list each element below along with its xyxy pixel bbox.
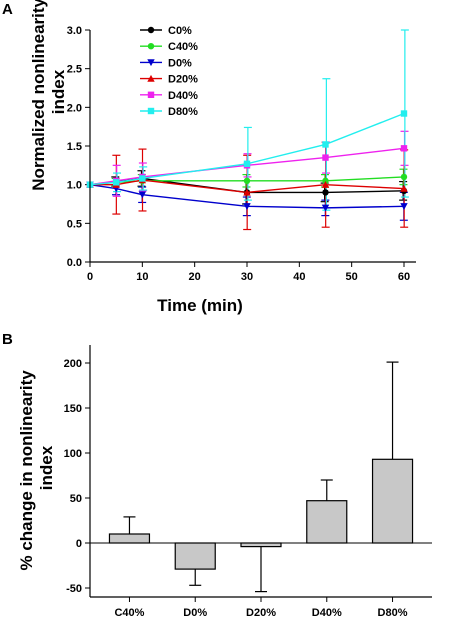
data-point (112, 179, 120, 186)
panel-b-bars (108, 458, 414, 570)
data-point (243, 203, 251, 211)
x-tick-label: D0% (183, 607, 207, 619)
data-point (400, 184, 408, 192)
data-point (322, 177, 329, 184)
y-tick-label: 1.0 (67, 180, 82, 192)
data-point (138, 191, 147, 199)
legend-marker (147, 74, 155, 82)
x-tick-label: D40% (312, 607, 342, 619)
panel-b-y-axis-label-line-1: % change in nonlinearity (17, 370, 36, 571)
legend-label: D40% (168, 90, 198, 102)
x-tick-label: 10 (136, 271, 148, 283)
series-line (90, 179, 405, 194)
data-point (400, 173, 408, 181)
panel-b-errorbars (123, 361, 399, 593)
legend-label: C0% (168, 25, 192, 37)
panel-b-y-axis-label-line-2: index (37, 445, 56, 490)
legend-label: C40% (168, 41, 198, 53)
data-point (322, 141, 329, 148)
legend-label: D80% (168, 106, 198, 118)
panel-b: B -50 0 50 100 150 200 C40% D0% D20% D40% D80% % … (2, 331, 432, 619)
y-tick-label: -50 (66, 583, 82, 595)
data-point (400, 145, 408, 152)
data-point (321, 180, 330, 188)
panel-b-label: B (2, 331, 13, 348)
panel-a-xticks: 0 10 20 30 40 50 60 (87, 262, 410, 283)
panel-b-y-axis-label: % change in nonlinearity index (17, 366, 56, 571)
x-tick-label: 60 (398, 271, 410, 283)
y-tick-label: 50 (70, 493, 82, 505)
x-tick-label: 0 (87, 271, 93, 283)
y-tick-label: 0.5 (67, 218, 82, 230)
legend-marker (147, 59, 155, 67)
data-point (322, 154, 329, 161)
bar (371, 458, 414, 544)
panel-a-x-axis-label: Time (min) (157, 296, 243, 315)
bar (174, 542, 216, 570)
bar (240, 542, 282, 548)
data-point (400, 110, 408, 117)
panel-a-legend: C0% C40% D0% D20% D40% D80% (140, 25, 198, 118)
legend-marker (147, 26, 155, 34)
data-point (321, 204, 330, 212)
y-tick-label: 100 (64, 448, 82, 460)
data-point (243, 160, 251, 167)
x-tick-label: D20% (246, 607, 276, 619)
series-line (89, 112, 405, 186)
data-point (400, 203, 408, 211)
data-point (322, 189, 329, 196)
panel-a-series (86, 110, 408, 212)
y-tick-label: 2.0 (67, 102, 82, 114)
y-tick-label: 0.0 (67, 257, 82, 269)
series-line (89, 183, 405, 209)
legend-marker (147, 43, 155, 50)
x-tick-label: 20 (189, 271, 201, 283)
bar (108, 533, 151, 544)
panel-a-yticks: 0.0 0.5 1.0 1.5 2.0 2.5 3.0 (67, 25, 90, 269)
x-tick-label: 50 (346, 271, 358, 283)
y-tick-label: 0 (76, 538, 82, 550)
bar (306, 500, 348, 544)
x-tick-label: 30 (241, 271, 253, 283)
legend-marker (147, 91, 155, 98)
legend-label: D0% (168, 57, 192, 69)
y-tick-label: 150 (64, 403, 82, 415)
y-tick-label: 2.5 (67, 64, 82, 76)
panel-a-label: A (2, 1, 13, 18)
panel-a: A 0.0 0.5 1.0 1.5 2.0 2.5 3.0 0 10 20 30 40 50 60 C0… (2, 0, 416, 315)
y-tick-label: 1.5 (67, 141, 82, 153)
x-tick-label: D80% (378, 607, 408, 619)
legend-label: D20% (168, 74, 198, 86)
panel-a-y-axis-label-line-2: index (49, 69, 68, 114)
data-point (243, 177, 251, 184)
panel-b-xticks: C40% D0% D20% D40% D80% (114, 597, 408, 619)
panel-a-y-axis-label-line-1: Normalized nonlinearity (29, 0, 48, 191)
x-tick-label: C40% (114, 607, 144, 619)
data-point (243, 188, 251, 196)
legend-marker (147, 107, 155, 115)
y-tick-label: 200 (64, 358, 82, 370)
y-tick-label: 3.0 (67, 25, 82, 37)
panel-a-y-axis-label: Normalized nonlinearity index (29, 0, 68, 191)
data-point (139, 175, 146, 182)
x-tick-label: 40 (293, 271, 305, 283)
panel-b-yticks: -50 0 50 100 150 200 (64, 358, 90, 595)
